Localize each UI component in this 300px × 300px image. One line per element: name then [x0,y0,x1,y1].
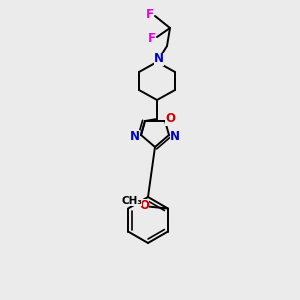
Text: N: N [170,130,180,142]
Text: O: O [139,199,149,212]
Text: F: F [146,8,154,20]
Text: CH₃: CH₃ [122,196,142,206]
Text: N: N [154,52,164,65]
Text: N: N [130,130,140,142]
Text: F: F [148,32,156,46]
Text: O: O [165,112,175,125]
